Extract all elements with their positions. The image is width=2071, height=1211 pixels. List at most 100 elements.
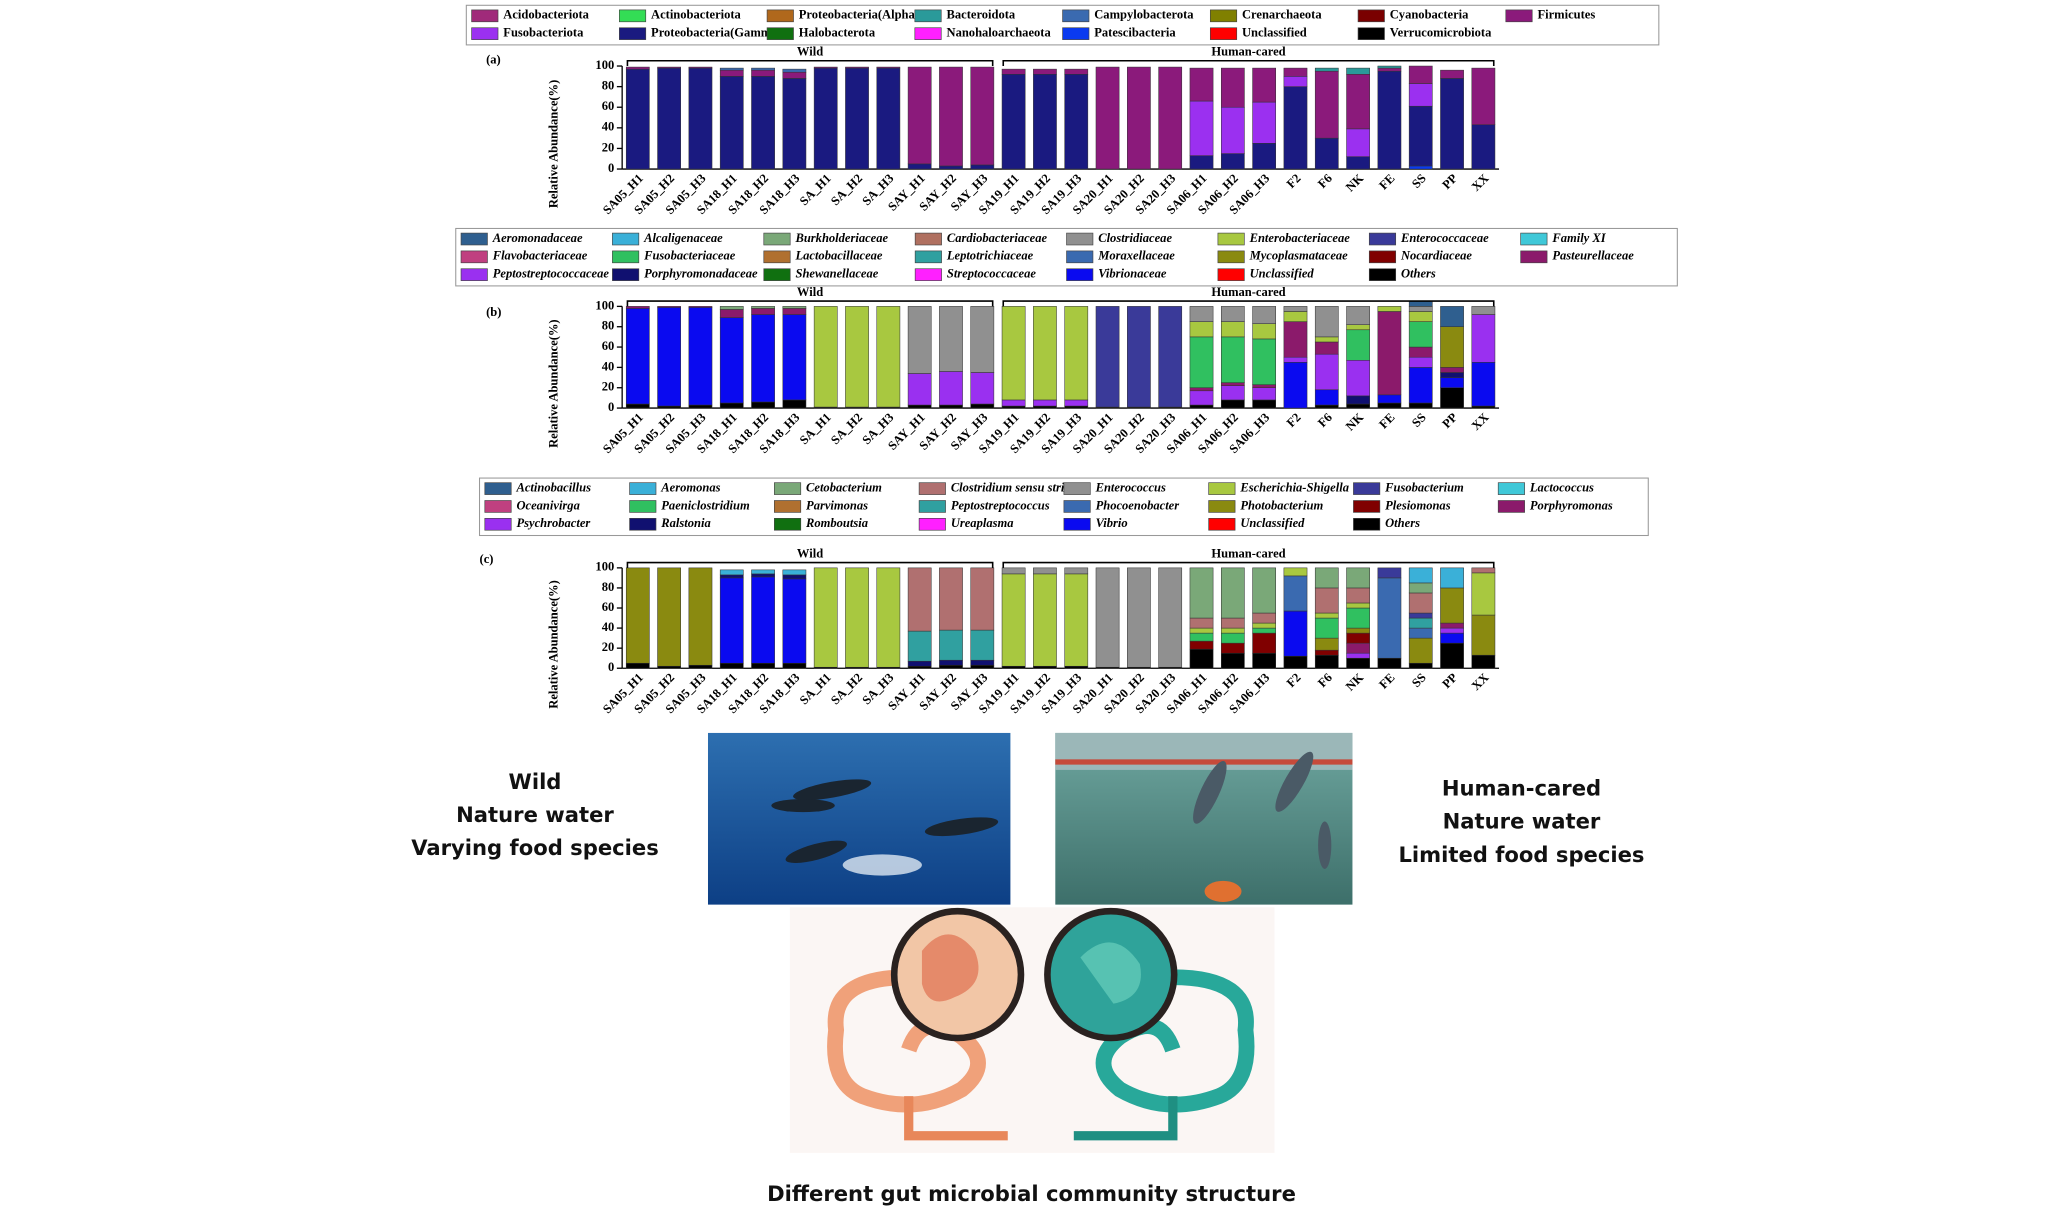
bar-segment: [657, 67, 681, 170]
bar-segment: [719, 317, 744, 404]
bar-segment: [625, 68, 650, 170]
bar-segment: [939, 567, 963, 631]
legend-swatch: [1062, 9, 1090, 23]
bar-segment: [719, 67, 744, 71]
y-axis-label: Relative Abundance(%): [547, 580, 561, 708]
bar-segment: [1283, 575, 1308, 612]
bar-segment: [625, 66, 650, 70]
legend-label: Leptotrichiaceae: [946, 249, 1034, 263]
bar-segment: [1314, 70, 1339, 139]
bar-segment: [907, 630, 932, 662]
bar-segment: [1158, 66, 1183, 170]
bar-segment: [1064, 567, 1089, 575]
bar-segment: [1252, 384, 1277, 388]
bar-segment: [1377, 67, 1402, 72]
bar-segment: [939, 404, 963, 409]
bar-segment: [1408, 306, 1433, 312]
bar-segment: [719, 662, 744, 669]
bar-segment: [1283, 67, 1308, 77]
legend-label: Mycoplasmataceae: [1249, 249, 1349, 263]
bar-segment: [1220, 321, 1245, 338]
x-tick-label: F2: [1284, 670, 1304, 690]
legend-label: Alcaligenaceae: [643, 231, 723, 245]
bar-segment: [1440, 78, 1464, 170]
x-tick-label: F6: [1315, 410, 1335, 430]
bar-segment: [782, 68, 807, 73]
bar-segment: [1158, 306, 1183, 408]
x-tick-label: F2: [1284, 171, 1304, 191]
legend-label: Bacteroidota: [947, 8, 1016, 22]
group-bracket: [626, 59, 994, 67]
bar-segment: [1283, 321, 1308, 358]
bar-segment: [1408, 627, 1433, 639]
legend-label: Enterococcus: [1095, 481, 1166, 495]
bar-segment: [1283, 311, 1308, 322]
bar-segment: [719, 574, 744, 579]
left-caption: Nature water: [456, 802, 614, 827]
group-label: Wild: [797, 547, 823, 561]
bar-segment: [1346, 306, 1370, 325]
bar-segment: [1408, 65, 1433, 84]
bar-segment: [1252, 652, 1277, 669]
group-bracket: [1002, 59, 1495, 67]
bar-segment: [1001, 306, 1026, 401]
group-label: Human-cared: [1211, 547, 1285, 561]
bar-segment: [1220, 106, 1245, 154]
bar-segment: [1346, 324, 1370, 331]
bar-segment: [813, 306, 838, 408]
bar-segment: [1408, 662, 1433, 669]
legend-swatch: [763, 232, 791, 246]
legend-label: Pasteurellaceae: [1552, 249, 1634, 263]
bar-segment: [970, 403, 995, 409]
bar-segment: [876, 67, 901, 170]
bar-segment: [1408, 612, 1433, 619]
legend-label: Patescibacteria: [1094, 26, 1176, 40]
bar-segment: [625, 662, 650, 669]
bar-segment: [845, 66, 869, 69]
legend-label: Burkholderiaceae: [794, 231, 888, 245]
bar-segment: [1001, 405, 1026, 409]
bar-segment: [1440, 567, 1464, 589]
bar-segment: [1189, 640, 1214, 650]
bar-segment: [782, 78, 807, 170]
bar-segment: [657, 567, 681, 667]
legend-swatch: [1063, 482, 1091, 495]
y-tick-label: 20: [602, 140, 615, 154]
bar-segment: [813, 567, 838, 668]
bar-segment: [1314, 67, 1339, 72]
bar-segment: [907, 404, 932, 409]
legend-label: Fusobacteriota: [503, 26, 584, 40]
bar-segment: [1189, 336, 1214, 388]
bar-segment: [782, 662, 807, 669]
legend-label: Firmicutes: [1537, 8, 1595, 22]
bar-segment: [1471, 567, 1496, 574]
bar-segment: [1346, 74, 1370, 130]
bar-segment: [970, 306, 995, 373]
legend-swatch: [1063, 500, 1091, 513]
legend-swatch: [1062, 27, 1090, 40]
bar-segment: [625, 403, 650, 409]
bar-segment: [751, 401, 775, 409]
bar-segment: [1189, 567, 1214, 619]
bar-segment: [1095, 567, 1120, 668]
x-tick-label: SA_H2: [828, 171, 865, 208]
bar-segment: [1408, 311, 1433, 322]
legend-label: Proteobacteria(Alpha): [799, 8, 919, 22]
bar-segment: [1408, 301, 1433, 307]
bar-segment: [1220, 306, 1245, 322]
legend-swatch: [1066, 232, 1094, 246]
bar-segment: [719, 76, 744, 170]
x-tick-label: PP: [1439, 171, 1460, 192]
bar-segment: [1346, 632, 1370, 644]
bar-segment: [907, 163, 932, 170]
bar-segment: [719, 306, 744, 310]
bar-segment: [1408, 356, 1433, 368]
bar-segment: [1314, 649, 1339, 656]
legend-swatch: [914, 27, 942, 40]
bar-segment: [1377, 657, 1402, 669]
legend-label: Proteobacteria(Gamma): [651, 26, 782, 40]
x-tick-label: F6: [1315, 670, 1335, 690]
bar-segment: [1283, 362, 1308, 409]
legend-swatch: [766, 27, 794, 40]
bar-segment: [939, 629, 963, 661]
